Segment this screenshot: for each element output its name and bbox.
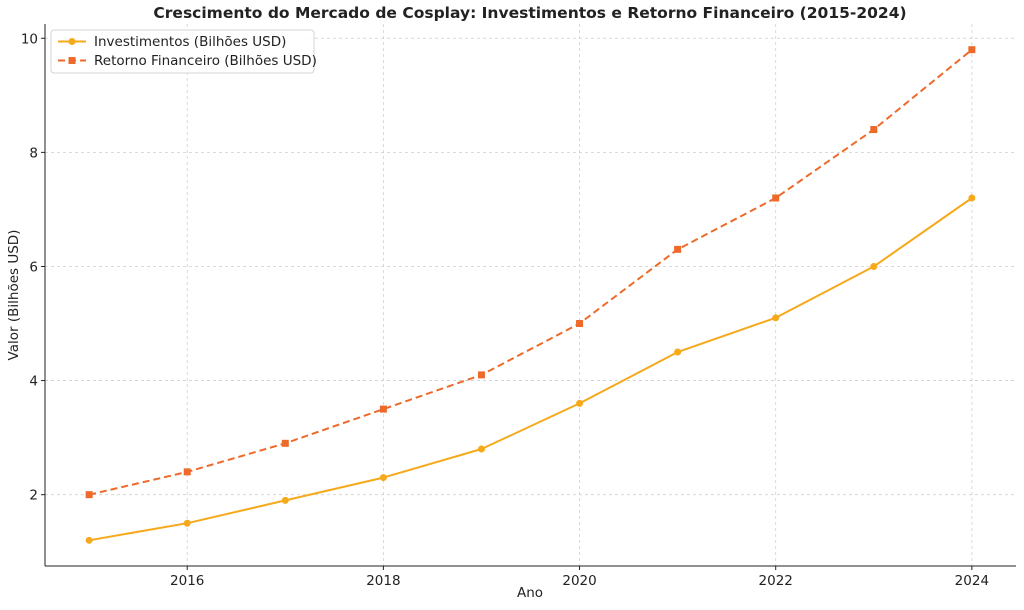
data-point-investimentos [968,194,976,202]
y-tick-label: 4 [29,374,38,390]
legend: Investimentos (Bilhões USD) Retorno Fina… [50,29,317,74]
x-tick-label: 2020 [562,573,596,589]
data-point-investimentos [674,348,682,356]
x-axis-label: Ano [517,585,543,601]
data-point-retorno [281,439,289,447]
legend-label-investimentos: Investimentos (Bilhões USD) [94,34,286,50]
y-tick-label: 10 [21,31,38,47]
y-tick-label: 6 [29,259,38,275]
data-point-investimentos [870,262,878,270]
data-point-retorno [379,405,387,413]
chart-title: Crescimento do Mercado de Cosplay: Inves… [153,4,906,22]
legend-marker-investimentos [68,38,76,45]
data-point-investimentos [772,314,780,322]
y-tick-label: 8 [29,145,38,161]
data-point-retorno [870,126,878,134]
legend-entry-investimentos: Investimentos (Bilhões USD) [58,34,286,50]
x-tick-label: 2018 [366,573,400,589]
series-line-retorno [88,48,973,496]
data-point-investimentos [183,519,191,527]
legend-label-retorno: Retorno Financeiro (Bilhões USD) [94,53,317,69]
grid [45,24,1016,566]
x-tick-label: 2022 [759,573,793,589]
data-point-retorno [674,245,682,253]
ticks: 2016 2018 2020 2022 2024 2 4 6 8 10 [21,31,989,589]
legend-box [50,29,315,74]
y-axis-label: Valor (Bilhões USD) [6,230,22,361]
x-tick-label: 2024 [955,573,989,589]
data-point-investimentos [576,399,584,407]
data-point-retorno [183,468,191,476]
data-point-investimentos [477,445,485,453]
axes [44,24,1016,567]
data-point-investimentos [281,496,289,504]
data-point-retorno [772,194,780,202]
data-point-retorno [477,371,485,379]
x-tick-label: 2016 [170,573,204,589]
y-tick-label: 2 [29,488,38,504]
legend-marker-retorno [68,57,76,64]
data-point-retorno [85,491,93,499]
data-point-retorno [576,320,584,328]
series-line-investimentos [88,197,973,542]
data-point-investimentos [85,536,93,544]
series [85,46,976,544]
data-point-retorno [968,46,976,54]
legend-entry-retorno: Retorno Financeiro (Bilhões USD) [58,53,317,69]
data-point-investimentos [379,474,387,482]
